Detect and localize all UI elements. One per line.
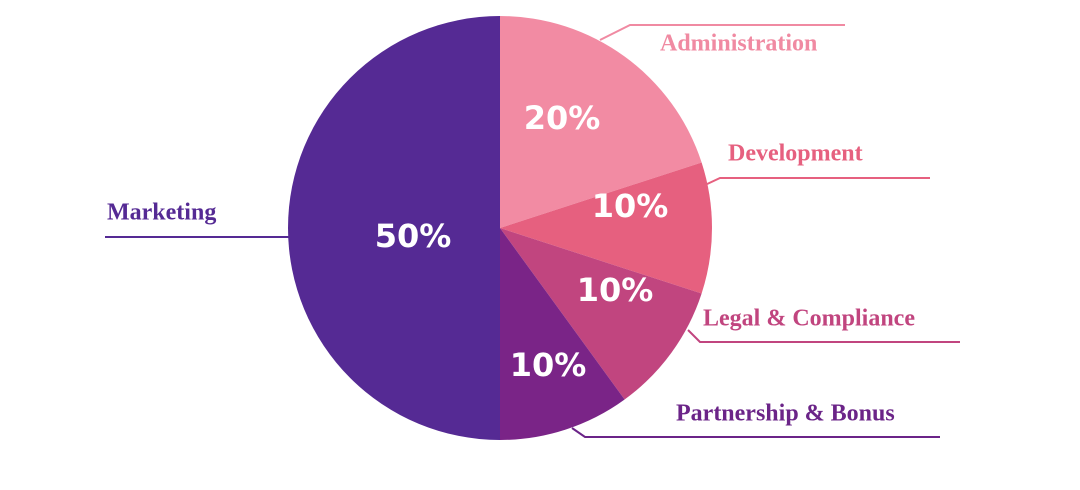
pie-slice [288,16,500,440]
pie-slice [500,228,702,400]
pie-slice [500,162,712,294]
category-label: Development [728,141,863,167]
leader-line [571,427,940,438]
category-label: Marketing [107,200,216,226]
pie-slice [500,228,625,440]
pie-slice [500,16,702,228]
category-label: Legal & Compliance [703,306,915,332]
category-label: Administration [660,31,817,57]
value-label: 20% [524,99,601,137]
category-label: Partnership & Bonus [676,401,895,427]
value-label: 10% [592,187,669,225]
leader-line [599,24,845,41]
value-label: 10% [510,346,587,384]
value-label: 10% [577,271,654,309]
value-label: 50% [375,217,452,255]
leader-line [687,329,960,343]
leader-line [704,177,930,186]
